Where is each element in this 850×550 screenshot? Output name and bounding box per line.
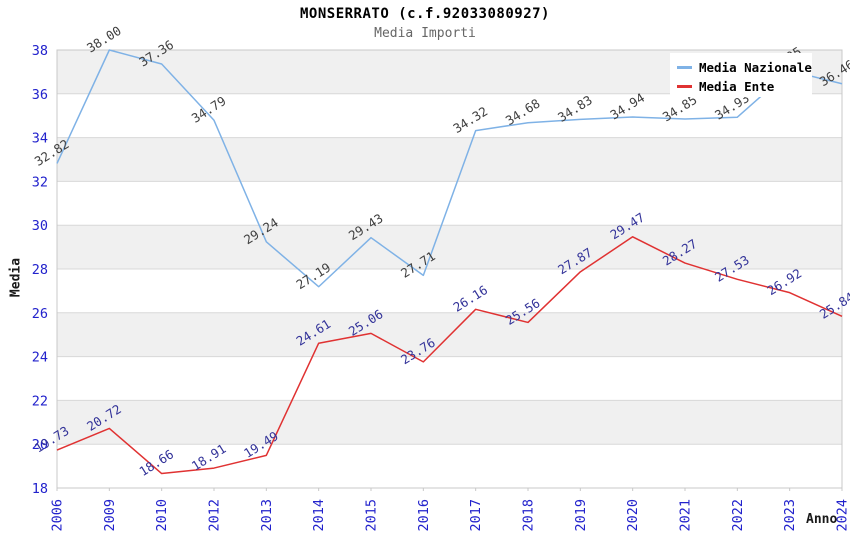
- legend-label-media-nazionale: Media Nazionale: [699, 60, 812, 75]
- x-tick-label: 2024: [835, 499, 850, 532]
- series-line-media-ente: [56, 236, 843, 475]
- x-axis-title: Anno: [806, 512, 838, 527]
- x-tick-label: 2010: [154, 499, 170, 532]
- plot-band: [57, 225, 842, 269]
- x-tick-label: 2012: [207, 499, 223, 532]
- series-line-media-nazionale: [56, 49, 843, 288]
- x-tick-label: 2014: [311, 499, 327, 532]
- x-tick-label: 2017: [468, 499, 484, 532]
- legend-label-media-ente: Media Ente: [699, 79, 775, 94]
- plot-band: [57, 93, 842, 138]
- x-tick-label: 2021: [678, 499, 694, 532]
- y-tick-label: 34: [32, 131, 48, 147]
- x-tick-label: 2015: [364, 499, 380, 532]
- legend-item-media-nazionale: Media Nazionale: [677, 58, 812, 77]
- x-tick-label: 2022: [730, 499, 746, 532]
- plot-band: [57, 400, 842, 445]
- y-tick-label: 24: [32, 350, 48, 366]
- x-tick-label: 2006: [50, 499, 66, 532]
- x-tick-label: 2016: [416, 499, 432, 532]
- y-tick-label: 18: [32, 481, 48, 497]
- y-tick-label: 28: [32, 262, 48, 278]
- chart-subtitle: Media Importi: [374, 26, 476, 41]
- x-tick-label: 2018: [521, 499, 537, 532]
- legend-swatch-media-ente-icon: [677, 85, 692, 88]
- chart-title: MONSERRATO (c.f.92033080927): [299, 6, 550, 22]
- y-tick-label: 20: [32, 437, 48, 453]
- plot-band: [57, 444, 842, 488]
- plot-band: [57, 356, 842, 401]
- legend: Media Nazionale Media Ente: [670, 53, 812, 97]
- x-tick-label: 2013: [259, 499, 275, 532]
- x-tick-label: 2009: [102, 499, 118, 532]
- y-tick-label: 30: [32, 218, 48, 234]
- y-tick-label: 32: [32, 174, 48, 190]
- x-tick-label: 2019: [573, 499, 589, 532]
- x-tick-label: 2023: [782, 499, 798, 532]
- y-tick-label: 38: [32, 43, 48, 59]
- plot-band: [57, 269, 842, 313]
- y-tick-label: 36: [32, 87, 48, 103]
- y-axis-title: Media: [8, 257, 24, 298]
- plot-frame: [56, 49, 843, 489]
- y-tick-label: 22: [32, 393, 48, 409]
- legend-item-media-ente: Media Ente: [677, 77, 812, 96]
- legend-swatch-media-nazionale-icon: [677, 66, 692, 69]
- plot-band: [57, 137, 842, 182]
- x-tick-label: 2020: [625, 499, 641, 532]
- y-tick-label: 26: [32, 306, 48, 322]
